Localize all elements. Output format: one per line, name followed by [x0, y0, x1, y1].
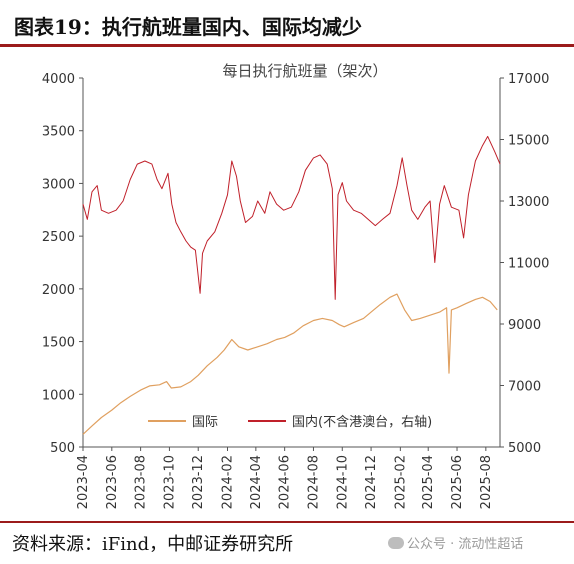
left-tick-label: 4000 [42, 72, 75, 87]
right-tick-label: 7000 [508, 380, 541, 395]
x-tick-label: 2025-02 [393, 455, 408, 509]
right-tick-label: 11000 [508, 257, 549, 272]
title-rule [0, 44, 574, 47]
source-rule [0, 521, 574, 523]
left-tick-label: 3000 [42, 177, 75, 192]
legend: 国际 国内(不含港澳台，右轴) [148, 414, 432, 430]
right-axis-ticks: 17000 15000 13000 11000 9000 7000 5000 [500, 72, 549, 456]
x-tick-label: 2025-06 [450, 455, 465, 509]
watermark: 公众号 · 流动性超话 [388, 533, 523, 552]
x-axis-ticks: 2023-04 2023-06 2023-08 2023-10 2023-12 2024-… [76, 447, 494, 509]
legend-label-intl: 国际 [192, 415, 218, 430]
x-tick-label: 2023-06 [105, 455, 120, 509]
right-tick-label: 9000 [508, 318, 541, 333]
left-tick-label: 1000 [42, 388, 75, 403]
series-line-international [82, 293, 498, 435]
x-tick-label: 2024-06 [278, 455, 293, 509]
x-tick-label: 2024-02 [221, 455, 236, 509]
figure-title: 图表19：执行航班量国内、国际均减少 [14, 15, 362, 39]
source-note: 资料来源：iFind，中邮证券研究所 [12, 534, 294, 555]
right-tick-label: 15000 [508, 134, 549, 149]
watermark-text: 公众号 · 流动性超话 [407, 537, 524, 552]
left-tick-label: 2000 [42, 283, 75, 298]
right-tick-label: 13000 [508, 195, 549, 210]
x-tick-label: 2024-12 [364, 455, 379, 509]
wechat-icon [388, 537, 404, 549]
x-tick-label: 2023-08 [134, 455, 149, 509]
left-tick-label: 2500 [42, 230, 75, 245]
x-tick-label: 2024-08 [306, 455, 321, 509]
dual-axis-line-chart: 每日执行航班量（架次） 4000 3500 3000 2500 2000 1500 1000… [42, 62, 549, 509]
left-tick-label: 3500 [42, 125, 75, 140]
left-axis-ticks: 4000 3500 3000 2500 2000 1500 1000 500 [42, 72, 83, 456]
chart-title: 每日执行航班量（架次） [222, 62, 387, 80]
x-tick-label: 2023-12 [191, 455, 206, 509]
right-tick-label: 17000 [508, 72, 549, 87]
series-layer [82, 135, 501, 435]
x-tick-label: 2024-04 [249, 455, 264, 509]
x-tick-label: 2025-04 [421, 455, 436, 509]
x-tick-label: 2023-10 [162, 455, 177, 509]
legend-label-domestic: 国内(不含港澳台，右轴) [292, 414, 432, 430]
series-line-domestic [82, 135, 501, 300]
right-tick-label: 5000 [508, 441, 541, 456]
left-tick-label: 500 [50, 441, 75, 456]
x-tick-label: 2025-08 [479, 455, 494, 509]
x-tick-label: 2024-10 [335, 455, 350, 509]
left-tick-label: 1500 [42, 336, 75, 351]
x-tick-label: 2023-04 [76, 455, 91, 509]
